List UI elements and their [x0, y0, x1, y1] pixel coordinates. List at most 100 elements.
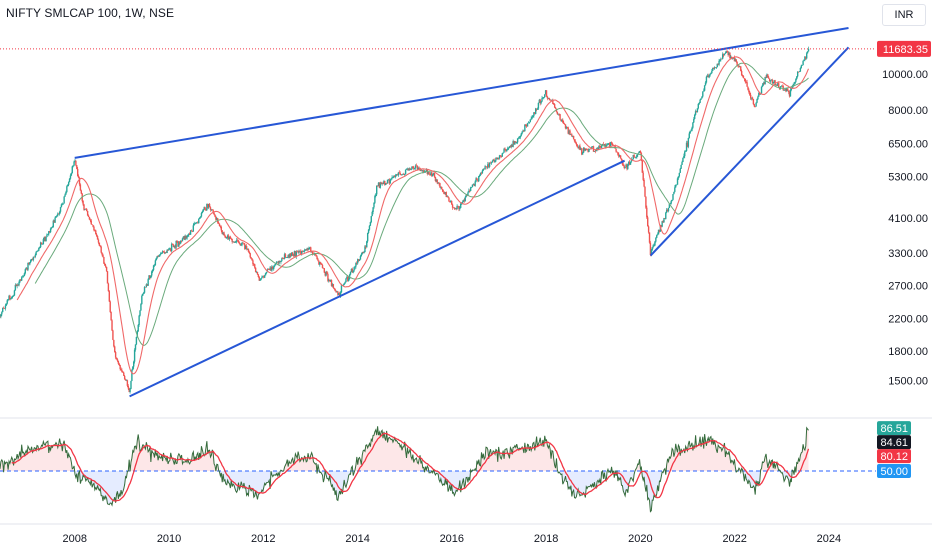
- price-tick-label: 3300.00: [888, 248, 928, 260]
- candle-body: [661, 221, 663, 227]
- candle-body: [467, 192, 469, 196]
- candle-body: [282, 258, 285, 259]
- candle-body: [447, 196, 449, 198]
- candle-body: [33, 256, 36, 258]
- candle-body: [628, 161, 631, 165]
- candle-body: [463, 199, 466, 202]
- currency-selector[interactable]: INR: [882, 4, 926, 26]
- candle-body: [105, 266, 108, 272]
- candle-body: [508, 146, 511, 149]
- candle-body: [572, 135, 575, 140]
- candle-body: [221, 230, 223, 235]
- candle-body: [118, 363, 120, 366]
- candle-body: [112, 330, 114, 340]
- candle-body: [444, 192, 447, 194]
- candle-body: [471, 184, 474, 188]
- candle-body: [346, 276, 348, 279]
- candle-body: [273, 266, 275, 270]
- candle-body: [409, 168, 411, 170]
- candle-body: [178, 241, 180, 247]
- candle-body: [731, 58, 734, 60]
- candle-body: [535, 108, 538, 110]
- candle-body: [309, 247, 311, 248]
- candle-body: [154, 260, 157, 266]
- candle-body: [162, 251, 165, 253]
- candle-body: [796, 71, 799, 77]
- candle-body: [29, 262, 31, 265]
- candle-body: [148, 275, 150, 280]
- candle-body: [140, 304, 142, 311]
- candle-body: [598, 145, 600, 150]
- candle-body: [432, 175, 434, 177]
- candle-body: [22, 276, 25, 277]
- candle-body: [571, 134, 573, 137]
- candle-body: [675, 184, 678, 186]
- candle-body: [126, 380, 129, 386]
- candle-body: [104, 265, 107, 267]
- candle-body: [175, 240, 177, 248]
- candle-body: [318, 260, 320, 265]
- candle-body: [108, 291, 111, 302]
- candle-body: [381, 182, 383, 184]
- candle-body: [218, 223, 221, 227]
- candle-body: [513, 141, 515, 145]
- candle-body: [539, 99, 541, 104]
- candle-body: [708, 75, 710, 78]
- candle-body: [669, 203, 671, 205]
- candle-body: [214, 214, 216, 217]
- candle-body: [531, 117, 533, 119]
- candle-body: [450, 200, 453, 205]
- candle-body: [201, 211, 204, 214]
- candle-body: [684, 151, 686, 157]
- candle-body: [655, 237, 657, 242]
- candle-body: [433, 173, 436, 177]
- candle-body: [377, 182, 380, 186]
- candle-body: [179, 241, 182, 244]
- candle-body: [325, 271, 327, 276]
- candle-body: [497, 157, 500, 159]
- candle-body: [102, 254, 104, 258]
- candle-body: [4, 305, 7, 309]
- candle-body: [492, 159, 494, 161]
- candle-body: [370, 216, 372, 223]
- candle-body: [568, 130, 570, 134]
- candle-body: [131, 370, 133, 381]
- candle-body: [583, 147, 586, 151]
- rsi-value-label: 84.61: [880, 437, 908, 449]
- candle-body: [563, 123, 566, 125]
- candle-body: [60, 204, 63, 208]
- candle-body: [783, 90, 785, 91]
- candle-body: [110, 312, 112, 321]
- candle-body: [161, 251, 164, 253]
- candle-body: [20, 279, 22, 281]
- candle-body: [123, 375, 126, 380]
- candle-body: [17, 284, 19, 286]
- candle-body: [516, 142, 518, 143]
- candle-body: [359, 256, 362, 260]
- candle-body: [636, 154, 638, 157]
- candle-body: [259, 279, 261, 281]
- candle-body: [196, 222, 198, 224]
- candle-body: [717, 63, 719, 65]
- candle-body: [721, 58, 723, 60]
- candle-body: [400, 174, 402, 176]
- candle-body: [495, 158, 497, 161]
- candle-body: [289, 253, 291, 258]
- candle-body: [397, 172, 400, 176]
- candle-body: [749, 94, 752, 99]
- candle-body: [624, 167, 626, 168]
- candle-body: [629, 161, 632, 165]
- candle-body: [54, 217, 56, 223]
- candle-body: [72, 165, 74, 167]
- candle-body: [163, 252, 166, 254]
- candle-body: [604, 144, 606, 148]
- candle-body: [450, 200, 452, 203]
- candle-body: [384, 181, 386, 185]
- candle-body: [349, 272, 352, 275]
- candle-body: [593, 150, 596, 152]
- candle-body: [545, 90, 548, 97]
- candle-body: [609, 143, 611, 147]
- candle-body: [65, 191, 67, 195]
